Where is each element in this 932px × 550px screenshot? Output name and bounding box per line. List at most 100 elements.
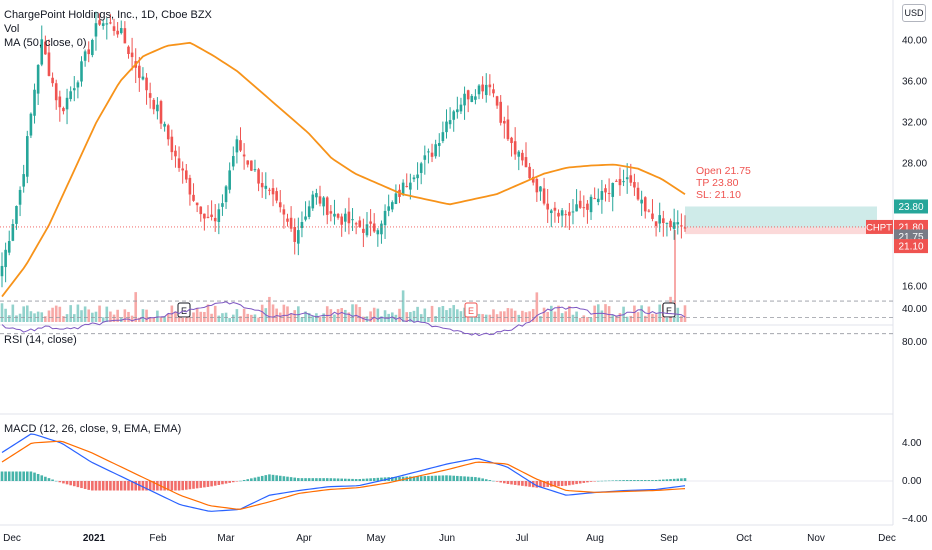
volume-bar [517, 314, 521, 322]
candle-body [271, 188, 275, 195]
macd-histogram-bar [654, 479, 658, 481]
volume-bar [340, 308, 343, 322]
candle-body [18, 189, 22, 205]
candle-body [101, 23, 105, 26]
volume-bar [25, 305, 29, 322]
candle-body [51, 77, 54, 84]
candle-body [560, 210, 564, 216]
ma-line [1, 41, 686, 298]
price-tick-label: 36.00 [902, 77, 927, 88]
volume-bar [336, 309, 340, 322]
volume-bar [401, 290, 405, 322]
macd-histogram-bar [235, 481, 239, 482]
volume-bar [459, 311, 463, 322]
volume-bar [477, 313, 481, 322]
candle-body [65, 97, 69, 110]
macd-histogram-bar [470, 476, 474, 481]
candle-body [589, 196, 593, 213]
macd-histogram-bar [318, 478, 322, 481]
price-tick-label: 28.00 [902, 159, 927, 170]
macd-histogram-bar [195, 481, 199, 489]
currency-button[interactable]: USD [902, 4, 926, 22]
price-badge-label: 21.80 [898, 222, 923, 233]
macd-legend: MACD (12, 26, close, 9, EMA, EMA) [4, 423, 182, 435]
macd-histogram-bar [141, 481, 145, 491]
macd-histogram-bar [221, 481, 224, 485]
candle-body [297, 230, 300, 244]
volume-bar [347, 312, 351, 322]
volume-bar [257, 317, 260, 322]
time-tick-label: Jul [516, 533, 529, 544]
candle-body [206, 216, 210, 218]
candle-body [553, 207, 557, 211]
macd-histogram-bar [347, 478, 351, 481]
volume-bar [651, 313, 654, 322]
candle-body [441, 132, 445, 142]
volume-bar [582, 315, 586, 322]
macd-histogram-bar [69, 481, 72, 486]
macd-histogram-bar [445, 475, 448, 481]
candle-body [166, 125, 170, 140]
volume-bar [448, 308, 452, 322]
volume-bar [553, 311, 557, 322]
macd-histogram-bar [181, 481, 184, 491]
macd-histogram-bar [76, 481, 80, 488]
macd-histogram-bar [40, 475, 44, 481]
candle-body [47, 52, 51, 76]
volume-bar [513, 310, 517, 322]
volume-bar [101, 317, 105, 322]
volume-bar [568, 306, 571, 322]
candle-body [376, 230, 380, 235]
candle-body [680, 225, 683, 227]
volume-bar [506, 308, 510, 322]
volume-bar [456, 309, 459, 322]
volume-bar [152, 317, 156, 322]
volume-bar [72, 314, 76, 322]
macd-histogram-bar [54, 480, 58, 482]
volume-bar [7, 315, 11, 322]
macd-histogram-bar [513, 481, 517, 485]
candle-body [618, 179, 622, 186]
candle-body [289, 217, 293, 229]
volume-bar [76, 304, 80, 322]
candle-body [22, 174, 25, 187]
time-tick-label: 2021 [83, 533, 106, 544]
volume-bar [680, 316, 683, 322]
volume-bar [589, 317, 593, 322]
candle-body [203, 213, 206, 219]
macd-histogram-bar [510, 481, 513, 485]
volume-bar [246, 313, 250, 322]
volume-bar [654, 314, 658, 322]
macd-histogram-bar [535, 481, 539, 488]
macd-histogram-bar [336, 478, 340, 481]
macd-histogram-bar [192, 481, 195, 489]
macd-histogram-bar [390, 477, 394, 481]
candle-body [282, 209, 286, 215]
volume-bar [481, 314, 484, 322]
macd-histogram-bar [177, 481, 181, 491]
macd-histogram-bar [380, 477, 383, 481]
candle-body [676, 222, 680, 225]
candle-body [499, 101, 502, 123]
volume-bar [578, 317, 582, 322]
volume-bar [586, 317, 589, 322]
volume-bar [575, 311, 578, 322]
macd-histogram-bar [578, 481, 582, 484]
candle-body [495, 96, 499, 106]
candle-body [564, 214, 568, 216]
candle-body [401, 182, 405, 194]
volume-bar [437, 307, 441, 322]
candle-body [98, 20, 101, 25]
candle-body [463, 93, 466, 106]
volume-bar [531, 308, 535, 322]
macd-histogram-bar [615, 480, 618, 481]
symbol-tag [866, 219, 893, 234]
macd-histogram-bar [398, 476, 401, 481]
macd-histogram-bar [528, 481, 531, 487]
volume-bar [109, 311, 112, 322]
candle-body [365, 224, 369, 236]
volume-bar [228, 317, 231, 322]
volume-bar [676, 307, 680, 322]
volume-bar [535, 292, 539, 322]
